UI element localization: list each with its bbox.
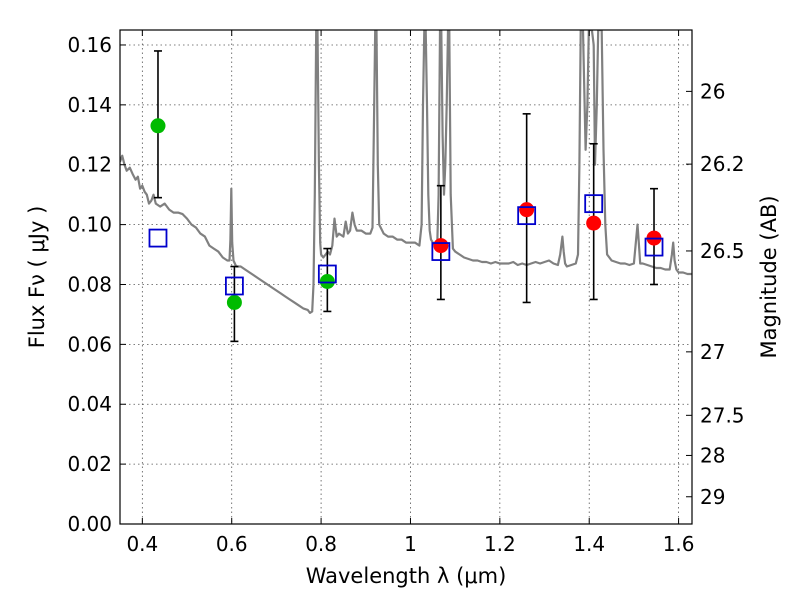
y-tick-label: 0.06 [67, 332, 112, 356]
y-tick-label: 0.08 [67, 272, 112, 296]
right-axis-label: Magnitude (AB) [757, 195, 781, 358]
y-tick-label: 0.10 [67, 213, 112, 237]
data-point-circle [519, 202, 535, 218]
model-point-square [517, 206, 537, 226]
model-point-square [317, 264, 337, 284]
right-tick-label: 27 [700, 340, 725, 364]
data-point-circle [433, 238, 449, 254]
right-tick-label: 26 [700, 79, 725, 103]
data-point-circle [319, 273, 335, 289]
right-tick-label: 28 [700, 443, 725, 467]
right-tick-label: 26.2 [700, 152, 745, 176]
y-tick-label: 0.12 [67, 153, 112, 177]
data-point-circle [586, 215, 602, 231]
y-axis-label: Flux Fν ( μJy ) [25, 206, 49, 349]
x-tick-label: 1.2 [484, 532, 516, 556]
y-tick-label: 0.14 [67, 93, 112, 117]
right-tick-label: 26.5 [700, 239, 745, 263]
error-bars [153, 50, 659, 343]
x-tick-label: 0.8 [305, 532, 337, 556]
right-tick-label: 29 [700, 485, 725, 509]
data-point-circle [150, 118, 166, 134]
x-tick-label: 1.4 [573, 532, 605, 556]
plot-frame [119, 29, 693, 525]
axis-ticks: 0.4 0.6 0.8 1 1.2 1.4 1.6 0.00 0.02 0.04 0.06 0.08 0… [67, 30, 745, 556]
x-tick-label: 0.6 [216, 532, 248, 556]
grid [120, 30, 692, 525]
y-tick-label: 0.02 [67, 452, 112, 476]
x-tick-label: 1 [404, 532, 417, 556]
model-spectrum-line [120, 30, 692, 314]
model-point-square [584, 194, 604, 214]
model-point-square [431, 242, 451, 261]
data-point-circle [226, 294, 242, 310]
y-tick-label: 0.04 [67, 392, 112, 416]
y-tick-label: 0.16 [67, 33, 112, 57]
x-tick-label: 0.4 [126, 532, 158, 556]
model-point-square [224, 276, 244, 296]
model-point-square [644, 237, 664, 257]
y-tick-label: 0.00 [67, 512, 112, 536]
x-axis-label: Wavelength λ (μm) [306, 564, 507, 588]
data-markers [148, 118, 664, 310]
x-tick-label: 1.6 [663, 532, 695, 556]
model-point-square [148, 228, 168, 248]
model-spectrum-layer [120, 30, 692, 314]
right-tick-label: 27.5 [700, 403, 745, 427]
